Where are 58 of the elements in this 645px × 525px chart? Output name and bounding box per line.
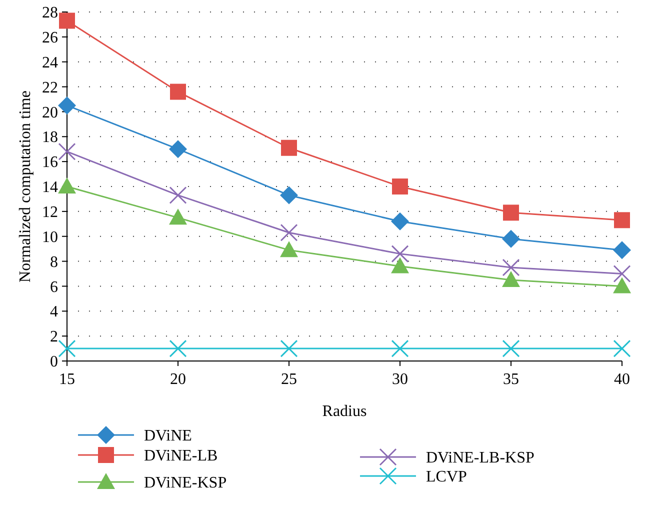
x-tick-label: 25	[281, 371, 297, 388]
y-tick-label: 0	[50, 354, 58, 371]
y-tick-label: 6	[50, 278, 58, 296]
x-axis-title: Radius	[322, 403, 367, 420]
point	[59, 12, 75, 29]
y-tick-label: 20	[42, 104, 58, 122]
point	[391, 257, 409, 274]
point	[280, 186, 298, 204]
y-tick-label: 28	[42, 4, 58, 22]
point	[502, 340, 520, 358]
legend-label: DViNE	[144, 428, 192, 445]
legend-label: LCVP	[426, 468, 467, 486]
legend-label: DViNE-LB	[144, 448, 218, 465]
y-tick-label: 22	[42, 79, 58, 96]
y-tick-label: 24	[42, 54, 58, 72]
point	[280, 340, 298, 358]
x-tick-label: 20	[170, 371, 186, 388]
point	[169, 208, 187, 225]
point	[170, 84, 186, 100]
y-tick-label: 12	[42, 204, 58, 222]
legend-label: DViNE-KSP	[144, 474, 227, 492]
y-tick-label: 10	[42, 228, 58, 246]
point	[613, 265, 631, 282]
x-tick-label: 30	[392, 371, 408, 388]
y-tick-label: 18	[42, 129, 58, 146]
point	[391, 245, 409, 263]
point	[58, 142, 76, 160]
x-tick-label: 15	[59, 371, 75, 388]
point	[280, 224, 298, 242]
x-tick-label: 35	[503, 371, 519, 388]
point	[58, 178, 76, 194]
point	[169, 140, 187, 158]
point	[613, 340, 631, 358]
point	[391, 212, 409, 230]
y-tick-label: 4	[50, 304, 58, 321]
point	[169, 340, 187, 358]
point	[391, 340, 409, 358]
x-tick-label: 40	[614, 371, 630, 388]
point	[392, 178, 408, 194]
y-tick-label: 8	[50, 254, 58, 271]
legend-label: DViNE-LB-KSP	[426, 450, 534, 467]
y-tick-label: 14	[42, 179, 58, 196]
point	[613, 277, 631, 294]
y-tick-label: 16	[42, 154, 58, 172]
y-axis-title: Normalized computation time	[17, 90, 34, 282]
point	[58, 340, 76, 358]
point	[280, 241, 298, 258]
point	[169, 186, 187, 204]
point	[502, 258, 520, 276]
point	[613, 241, 631, 260]
point	[503, 204, 519, 221]
point	[502, 230, 520, 248]
point	[614, 212, 630, 228]
point	[281, 140, 297, 156]
point	[58, 96, 76, 114]
y-tick-label: 2	[50, 328, 58, 346]
y-tick-label: 26	[42, 30, 58, 47]
point	[502, 270, 520, 287]
